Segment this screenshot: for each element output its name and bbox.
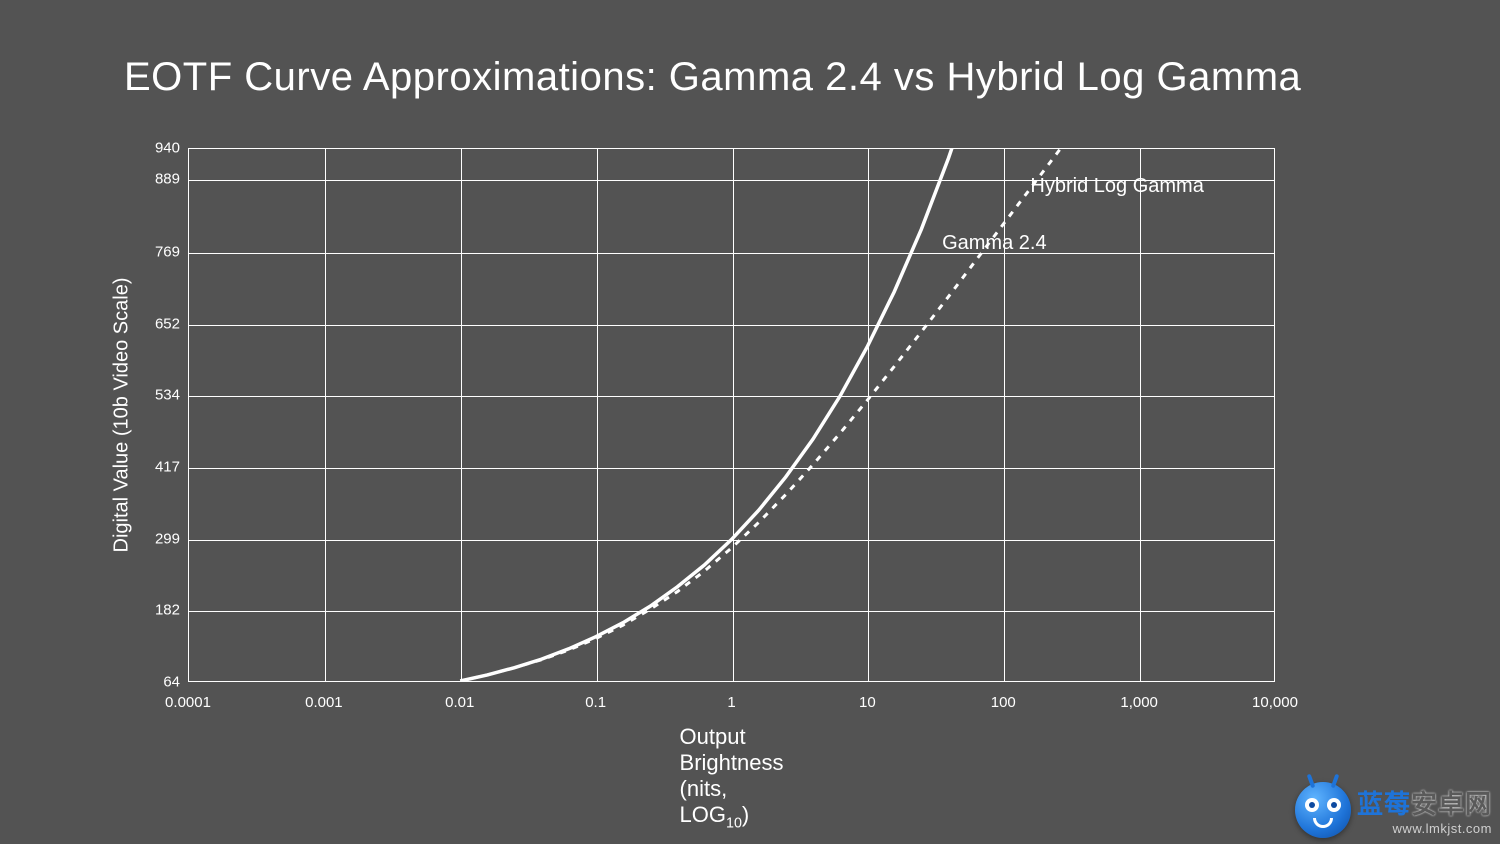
watermark: 蓝莓安卓网 www.lmkjst.com [1295, 782, 1492, 838]
gridline-horizontal [189, 468, 1274, 469]
y-axis-label: Digital Value (10b Video Scale) [111, 278, 134, 553]
gridline-vertical [325, 149, 326, 681]
series-gamma-2-4 [460, 119, 962, 681]
plot-area [188, 148, 1275, 682]
gridline-vertical [1140, 149, 1141, 681]
gridline-vertical [597, 149, 598, 681]
gridline-vertical [868, 149, 869, 681]
x-tick-label: 10 [859, 694, 876, 711]
series-label: Gamma 2.4 [942, 232, 1046, 255]
gridline-vertical [1004, 149, 1005, 681]
chart-title: EOTF Curve Approximations: Gamma 2.4 vs … [124, 55, 1301, 100]
gridline-horizontal [189, 325, 1274, 326]
y-tick-label: 534 [150, 387, 180, 404]
watermark-url: www.lmkjst.com [1357, 821, 1492, 836]
y-tick-label: 940 [150, 140, 180, 157]
y-tick-label: 652 [150, 315, 180, 332]
gridline-horizontal [189, 611, 1274, 612]
y-tick-label: 64 [150, 674, 180, 691]
y-tick-label: 889 [150, 171, 180, 188]
y-tick-label: 417 [150, 458, 180, 475]
watermark-brand: 蓝莓安卓网 [1357, 784, 1492, 821]
gridline-horizontal [189, 396, 1274, 397]
series-label: Hybrid Log Gamma [1030, 175, 1203, 198]
y-tick-label: 299 [150, 530, 180, 547]
gridline-vertical [733, 149, 734, 681]
gridline-horizontal [189, 253, 1274, 254]
x-tick-label: 0.001 [305, 694, 343, 711]
y-tick-label: 769 [150, 244, 180, 261]
gridline-horizontal [189, 540, 1274, 541]
x-axis-label: Output Brightness (nits, LOG10) [680, 724, 784, 831]
x-tick-label: 0.1 [585, 694, 606, 711]
curves-svg [189, 149, 1274, 681]
series-hybrid-log-gamma [460, 144, 1064, 681]
x-tick-label: 10,000 [1252, 694, 1298, 711]
y-tick-label: 182 [150, 602, 180, 619]
x-tick-label: 1,000 [1120, 694, 1158, 711]
gridline-vertical [461, 149, 462, 681]
x-tick-label: 100 [991, 694, 1016, 711]
x-tick-label: 0.01 [445, 694, 474, 711]
x-tick-label: 1 [727, 694, 735, 711]
x-tick-label: 0.0001 [165, 694, 211, 711]
logo-icon [1295, 782, 1351, 838]
